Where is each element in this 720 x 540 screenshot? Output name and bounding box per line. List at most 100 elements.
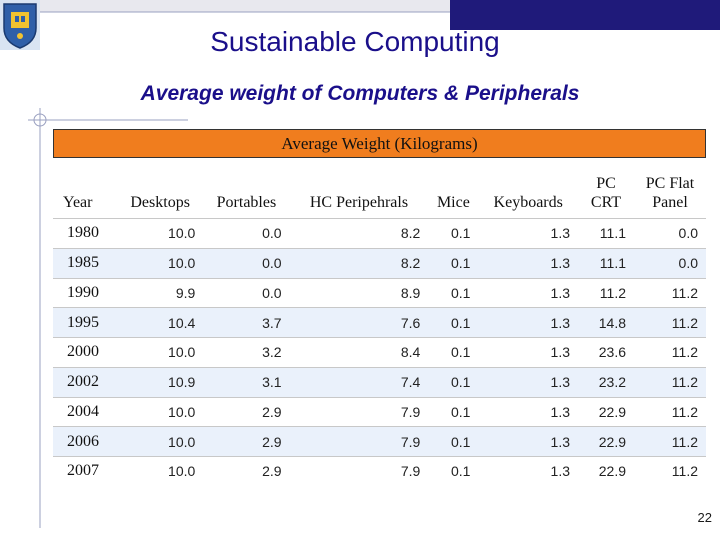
table-cell: 3.2 (203, 337, 290, 368)
table-cell: 11.2 (634, 396, 706, 427)
table-cell: 7.9 (289, 396, 429, 427)
table-cell: 1.3 (478, 218, 578, 249)
table-cell: 1.3 (478, 396, 578, 427)
table-row: 2007 10.0 2.9 7.9 0.1 1.3 22.9 11.2 (53, 455, 706, 486)
table-cell: 0.1 (428, 426, 479, 457)
weight-table: Year Desktops Portables HC Peripehrals M… (53, 158, 706, 486)
table-cell: 22.9 (578, 455, 634, 486)
table-row: 2002 10.9 3.1 7.4 0.1 1.3 23.2 11.2 (53, 366, 706, 397)
table-cell: 1.3 (478, 455, 578, 486)
table-cell: 7.9 (289, 426, 429, 457)
table-cell: 23.6 (578, 337, 634, 368)
table-cell: 14.8 (578, 307, 634, 338)
row-year-cell: 2006 (53, 426, 117, 457)
row-year-cell: 2002 (53, 366, 117, 397)
row-year-cell: 2007 (53, 455, 117, 486)
table-cell: 2.9 (203, 396, 290, 427)
table-row: 1985 10.0 0.0 8.2 0.1 1.3 11.1 0.0 (53, 247, 706, 278)
row-year-cell: 1985 (53, 247, 117, 278)
column-header-desktops: Desktops (130, 194, 190, 211)
table-cell: 1.3 (478, 247, 578, 278)
table-cell: 11.1 (578, 247, 634, 278)
row-year-cell: 1990 (53, 277, 117, 308)
row-year-cell: 1980 (53, 218, 117, 249)
table-row: 2004 10.0 2.9 7.9 0.1 1.3 22.9 11.2 (53, 396, 706, 427)
table-cell: 0.1 (428, 218, 479, 249)
column-header-portables: Portables (216, 194, 277, 211)
table-cell: 10.0 (117, 455, 204, 486)
table-cell: 11.2 (634, 455, 706, 486)
table-cell: 11.2 (634, 366, 706, 397)
row-year-cell: 2004 (53, 396, 117, 427)
weight-table-container: Average Weight (Kilograms) Year Desktops… (53, 129, 706, 486)
table-cell: 1.3 (478, 307, 578, 338)
table-cell: 22.9 (578, 426, 634, 457)
table-cell: 2.9 (203, 455, 290, 486)
table-body: 1980 10.0 0.0 8.2 0.1 1.3 11.1 0.0 1985 10.0 0.0 8.… (53, 218, 706, 486)
table-cell: 10.0 (117, 426, 204, 457)
table-cell: 0.0 (634, 247, 706, 278)
table-cell: 0.0 (203, 247, 290, 278)
column-header-hc-peripherals: HC Peripehrals (309, 194, 409, 211)
table-cell: 10.0 (117, 396, 204, 427)
table-cell: 11.2 (634, 426, 706, 457)
table-cell: 0.1 (428, 307, 479, 338)
table-cell: 1.3 (478, 277, 578, 308)
row-year-cell: 2000 (53, 337, 117, 368)
table-cell: 7.4 (289, 366, 429, 397)
table-cell: 0.1 (428, 455, 479, 486)
decorative-line (28, 108, 188, 528)
table-cell: 0.1 (428, 247, 479, 278)
table-cell: 1.3 (478, 337, 578, 368)
table-cell: 11.1 (578, 218, 634, 249)
table-header-row: Year Desktops Portables HC Peripehrals M… (53, 158, 706, 219)
column-header-mice: Mice (436, 194, 470, 211)
table-cell: 0.0 (634, 218, 706, 249)
column-header-keyboards: Keyboards (493, 194, 563, 211)
table-cell: 10.4 (117, 307, 204, 338)
table-cell: 2.9 (203, 426, 290, 457)
table-cell: 7.9 (289, 455, 429, 486)
page-title: Sustainable Computing (210, 26, 500, 57)
table-cell: 0.1 (428, 277, 479, 308)
table-cell: 0.1 (428, 366, 479, 397)
table-cell: 1.3 (478, 426, 578, 457)
table-cell: 0.0 (203, 277, 290, 308)
table-row: 2000 10.0 3.2 8.4 0.1 1.3 23.6 11.2 (53, 337, 706, 368)
table-cell: 11.2 (578, 277, 634, 308)
column-header-pc-crt: PC CRT (590, 175, 622, 211)
page-subtitle: Average weight of Computers & Peripheral… (140, 82, 580, 105)
table-cell: 7.6 (289, 307, 429, 338)
table-cell: 10.0 (117, 247, 204, 278)
table-cell: 10.9 (117, 366, 204, 397)
table-cell: 10.0 (117, 218, 204, 249)
table-cell: 23.2 (578, 366, 634, 397)
table-cell: 10.0 (117, 337, 204, 368)
table-cell: 8.2 (289, 247, 429, 278)
column-header-year: Year (63, 194, 93, 211)
table-cell: 3.7 (203, 307, 290, 338)
table-row: 1990 9.9 0.0 8.9 0.1 1.3 11.2 11.2 (53, 277, 706, 308)
table-cell: 8.4 (289, 337, 429, 368)
top-decoration (40, 0, 720, 30)
table-cell: 11.2 (634, 307, 706, 338)
table-row: 1980 10.0 0.0 8.2 0.1 1.3 11.1 0.0 (53, 218, 706, 249)
table-cell: 0.1 (428, 337, 479, 368)
table-row: 1995 10.4 3.7 7.6 0.1 1.3 14.8 11.2 (53, 307, 706, 338)
table-cell: 8.9 (289, 277, 429, 308)
table-band-title: Average Weight (Kilograms) (53, 129, 706, 158)
table-cell: 11.2 (634, 337, 706, 368)
university-crest-icon (0, 0, 40, 50)
table-cell: 8.2 (289, 218, 429, 249)
row-year-cell: 1995 (53, 307, 117, 338)
column-header-pc-flat-panel: PC Flat Panel (645, 175, 695, 211)
table-cell: 1.3 (478, 366, 578, 397)
table-cell: 0.1 (428, 396, 479, 427)
table-cell: 3.1 (203, 366, 290, 397)
table-cell: 0.0 (203, 218, 290, 249)
table-row: 2006 10.0 2.9 7.9 0.1 1.3 22.9 11.2 (53, 426, 706, 457)
table-cell: 11.2 (634, 277, 706, 308)
table-cell: 22.9 (578, 396, 634, 427)
page-number: 22 (697, 510, 712, 525)
table-cell: 9.9 (117, 277, 204, 308)
